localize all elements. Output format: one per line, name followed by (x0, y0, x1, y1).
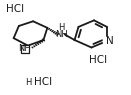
Text: HCl: HCl (6, 4, 24, 14)
Text: HCl: HCl (34, 77, 53, 87)
Text: HCl: HCl (89, 55, 107, 65)
Text: NH: NH (55, 30, 68, 39)
Text: H: H (25, 78, 32, 87)
Text: N: N (106, 36, 114, 46)
Text: NH: NH (18, 44, 31, 53)
Text: H: H (58, 23, 65, 32)
FancyBboxPatch shape (21, 45, 29, 53)
